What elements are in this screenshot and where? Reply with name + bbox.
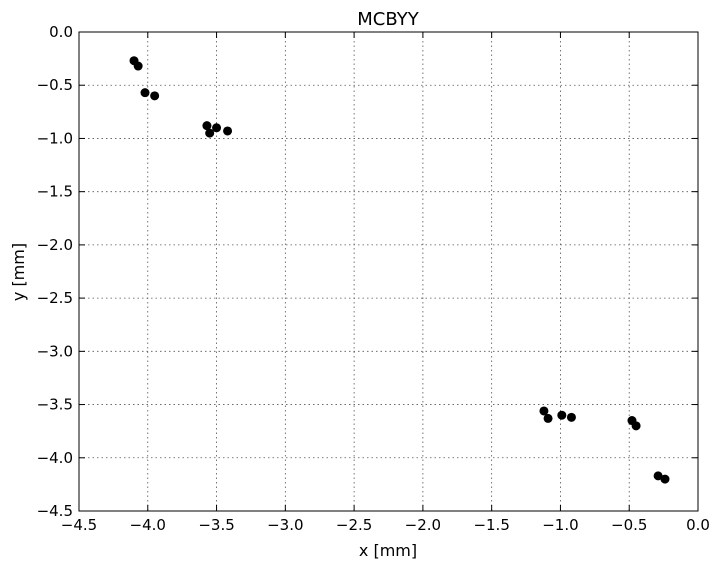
y-tick-label: −4.0 [37,449,73,467]
data-point [133,61,143,71]
y-tick-label: −0.5 [37,76,73,94]
x-axis-label: x [mm] [359,541,417,560]
grid-lines [78,31,699,512]
chart-title: MCBYY [357,9,419,30]
plot-frame [78,31,699,512]
y-tick-label: −3.5 [37,396,73,414]
data-point [202,121,212,131]
x-tick-label: −2.0 [405,516,441,534]
y-tick-label: −2.0 [37,236,73,254]
data-point [212,123,222,133]
x-tick-label: 0.0 [686,516,710,534]
x-tick-label: −4.5 [61,516,97,534]
x-tick-label: −3.0 [267,516,303,534]
data-point [205,128,215,138]
y-tick-label: −1.0 [37,129,73,147]
data-point [543,413,553,423]
y-tick-label: −1.5 [37,183,73,201]
x-tick-label: −1.5 [473,516,509,534]
data-point [539,406,549,416]
data-point [660,474,670,484]
data-points [129,56,670,484]
data-point [223,126,233,136]
x-tick-label: −4.0 [130,516,166,534]
data-point [150,91,160,101]
y-tick-label: −4.5 [37,502,73,520]
y-axis-label: y [mm] [9,243,28,301]
data-point [653,471,663,481]
x-tick-label: −1.0 [542,516,578,534]
data-point [631,421,641,431]
y-tick-label: −2.5 [37,289,73,307]
data-point [557,410,567,420]
x-tick-label: −0.5 [611,516,647,534]
y-tick-label: 0.0 [49,23,73,41]
x-tick-label: −3.5 [198,516,234,534]
x-tick-label: −2.5 [336,516,372,534]
data-point [566,412,576,422]
y-tick-label: −3.0 [37,342,73,360]
data-point [140,88,150,98]
axis-ticks: −4.5 −4.0 −3.5 −3.0 −2.5 −2.0 −1.5 −1.0 −0.5 0.0 0… [37,23,710,534]
